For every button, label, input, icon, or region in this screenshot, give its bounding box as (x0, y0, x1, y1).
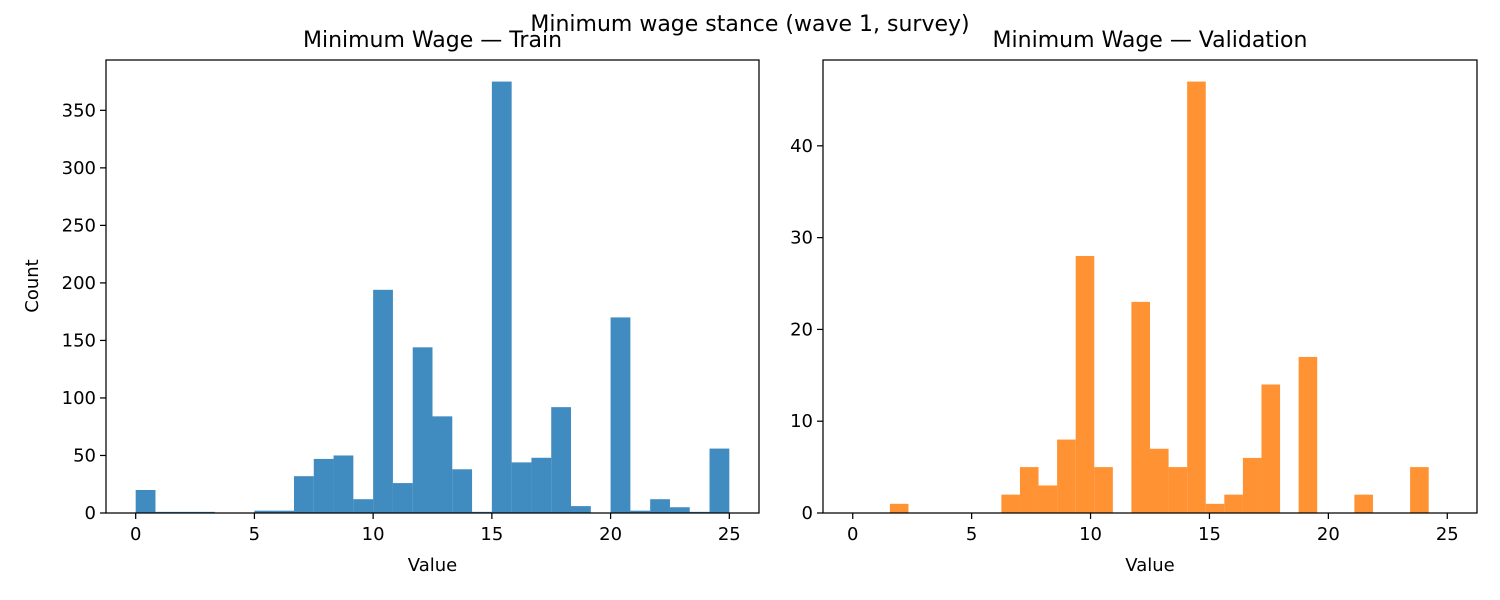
train-bar-22 (571, 506, 591, 513)
train-x-tick-label: 5 (249, 524, 260, 545)
train-bar-27 (669, 507, 690, 513)
validation-x-tick-label: 15 (1198, 524, 1221, 545)
validation-bar-9 (1019, 467, 1039, 513)
validation-bar-13 (1094, 467, 1113, 513)
validation-bar-17 (1168, 467, 1188, 513)
train-chart-title: Minimum Wage — Train (303, 28, 562, 53)
train-y-tick-label: 100 (62, 388, 96, 409)
train-x-tick-label: 0 (130, 524, 141, 545)
validation-bar-12 (1075, 255, 1095, 513)
train-x-tick-label: 10 (362, 524, 385, 545)
validation-bars (889, 81, 1429, 514)
train-bar-25 (630, 510, 651, 513)
validation-x-tick-label: 0 (847, 524, 858, 545)
train-histogram-panel: Minimum Wage — Train 0 5 10 15 20 25 0 50 100 15… (22, 28, 760, 576)
validation-x-tick-label: 10 (1079, 524, 1102, 545)
train-y-tick-label: 300 (62, 158, 96, 179)
validation-x-tick-label: 25 (1436, 524, 1459, 545)
train-bar-16 (452, 469, 473, 513)
validation-bar-2 (889, 503, 909, 513)
validation-bar-8 (1001, 494, 1020, 513)
train-y-ticks: 0 50 100 150 200 250 300 350 (62, 100, 106, 524)
validation-bar-30 (1410, 467, 1429, 513)
train-y-tick-label: 150 (62, 330, 96, 351)
train-bar-26 (650, 499, 670, 513)
train-bar-15 (432, 416, 453, 513)
validation-bar-20 (1224, 494, 1243, 513)
train-bars (135, 81, 730, 514)
train-x-tick-label: 25 (718, 524, 741, 545)
train-bar-8 (293, 476, 314, 513)
train-bar-20 (531, 457, 552, 513)
validation-y-tick-label: 10 (790, 411, 813, 432)
train-x-ticks: 0 5 10 15 20 25 (130, 513, 741, 545)
validation-bar-16 (1150, 448, 1169, 513)
train-bar-0 (135, 489, 156, 513)
validation-bar-27 (1354, 494, 1373, 513)
train-x-tick-label: 15 (480, 524, 503, 545)
train-bar-11 (353, 499, 374, 513)
validation-bar-22 (1261, 384, 1281, 513)
train-bar-14 (412, 347, 433, 513)
train-y-tick-label: 350 (62, 100, 96, 121)
validation-chart-title: Minimum Wage — Validation (993, 28, 1308, 53)
validation-bar-10 (1038, 485, 1058, 513)
validation-bar-11 (1057, 439, 1076, 513)
validation-x-axis-label: Value (1125, 555, 1174, 576)
train-bar-6 (254, 510, 275, 513)
validation-y-tick-label: 40 (790, 136, 813, 157)
figure-suptitle: Minimum wage stance (wave 1, survey) (530, 12, 969, 37)
train-bar-9 (313, 458, 334, 513)
validation-histogram-panel: Minimum Wage — Validation 0 5 10 15 20 25 0 10… (790, 28, 1478, 576)
validation-y-ticks: 0 10 20 30 40 (790, 136, 823, 524)
train-y-tick-label: 50 (73, 445, 96, 466)
train-x-axis-label: Value (408, 555, 457, 576)
validation-y-tick-label: 0 (802, 503, 813, 524)
validation-x-tick-label: 5 (966, 524, 977, 545)
validation-bar-18 (1187, 81, 1206, 514)
train-bar-10 (333, 455, 354, 513)
validation-bar-21 (1242, 457, 1262, 513)
validation-y-tick-label: 30 (790, 228, 813, 249)
train-bar-24 (610, 317, 631, 513)
train-y-tick-label: 200 (62, 273, 96, 294)
validation-plot-frame (822, 59, 1478, 514)
train-bar-7 (274, 510, 294, 513)
train-y-tick-label: 250 (62, 215, 96, 236)
train-bar-21 (551, 407, 572, 513)
validation-x-tick-label: 20 (1317, 524, 1340, 545)
train-plot-frame (105, 59, 760, 514)
validation-y-tick-label: 20 (790, 319, 813, 340)
train-y-axis-label: Count (22, 259, 43, 312)
train-bar-13 (392, 483, 413, 513)
train-bar-19 (511, 462, 532, 513)
validation-bar-19 (1205, 503, 1225, 513)
train-bar-12 (373, 289, 393, 513)
train-y-tick-label: 0 (85, 503, 96, 524)
train-bar-18 (491, 81, 512, 514)
train-x-tick-label: 20 (599, 524, 622, 545)
validation-bar-24 (1298, 356, 1318, 513)
train-bar-29 (709, 448, 730, 513)
validation-x-ticks: 0 5 10 15 20 25 (847, 513, 1459, 545)
validation-bar-15 (1131, 301, 1150, 513)
